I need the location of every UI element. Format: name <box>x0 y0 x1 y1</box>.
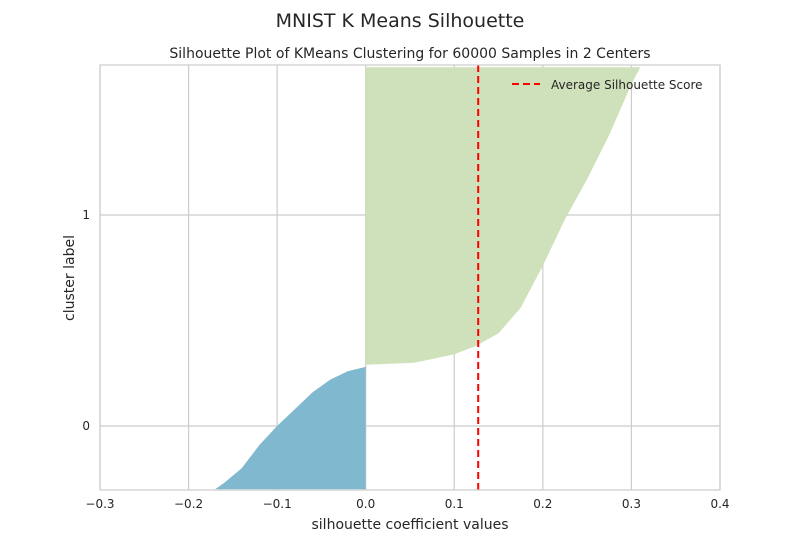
x-tick-label: −0.2 <box>174 497 203 511</box>
cluster-areas <box>215 67 641 490</box>
x-tick-label: −0.1 <box>263 497 292 511</box>
x-tick-label: −0.3 <box>85 497 114 511</box>
legend-label: Average Silhouette Score <box>551 78 703 92</box>
x-tick-label: 0.4 <box>710 497 729 511</box>
y-tick-label: 0 <box>82 419 90 433</box>
x-tick-labels: −0.3 −0.2 −0.1 0.0 0.1 0.2 0.3 0.4 <box>85 497 729 511</box>
x-tick-label: 0.2 <box>533 497 552 511</box>
figure-suptitle: MNIST K Means Silhouette <box>276 10 525 32</box>
y-tick-labels: 01 <box>82 208 90 433</box>
cluster-1-silhouette-area <box>365 67 641 365</box>
x-axis-label: silhouette coefficient values <box>312 517 509 533</box>
cluster-0-silhouette-area <box>215 366 366 490</box>
legend: Average Silhouette Score <box>512 78 703 92</box>
chart-title: Silhouette Plot of KMeans Clustering for… <box>169 46 650 62</box>
y-tick-label: 1 <box>82 208 90 222</box>
x-tick-label: 0.1 <box>445 497 464 511</box>
x-tick-label: 0.3 <box>622 497 641 511</box>
x-tick-label: 0.0 <box>356 497 375 511</box>
plot-frame <box>99 64 721 491</box>
y-axis-label: cluster label <box>62 235 78 321</box>
